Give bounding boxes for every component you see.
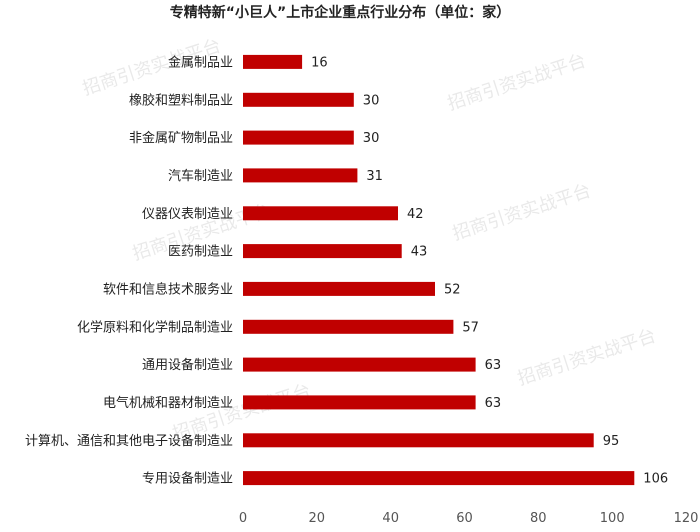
data-label: 42	[407, 207, 424, 222]
category-label: 计算机、通信和其他电子设备制造业	[25, 433, 233, 449]
x-tick-label: 0	[239, 511, 247, 526]
category-label: 电气机械和器材制造业	[103, 395, 233, 411]
category-label: 化学原料和化学制品制造业	[77, 319, 233, 335]
category-label: 金属制品业	[168, 54, 233, 70]
watermark-text: 招商引资实战平台	[515, 325, 658, 389]
category-label: 通用设备制造业	[142, 357, 233, 373]
category-label: 橡胶和塑料制品业	[129, 92, 233, 108]
category-label: 专用设备制造业	[142, 471, 233, 487]
bar	[243, 395, 476, 410]
bar	[243, 130, 354, 145]
bar	[243, 92, 354, 107]
data-label: 57	[462, 320, 479, 335]
data-label: 16	[311, 55, 328, 70]
data-label: 106	[643, 472, 668, 487]
bar	[243, 281, 435, 296]
x-tick-label: 120	[674, 511, 699, 526]
x-tick-label: 20	[309, 511, 326, 526]
data-label: 63	[485, 396, 502, 411]
category-label: 医药制造业	[168, 245, 233, 260]
data-label: 63	[485, 358, 502, 373]
bar	[243, 244, 402, 259]
x-tick-label: 100	[600, 511, 625, 526]
data-label: 30	[363, 131, 380, 146]
x-tick-label: 40	[382, 511, 399, 526]
data-label: 43	[411, 245, 428, 260]
chart-title: 专精特新“小巨人”上市企业重点行业分布（单位：家）	[170, 4, 510, 21]
watermark-text: 招商引资实战平台	[445, 50, 588, 114]
data-label: 30	[363, 93, 380, 108]
category-label: 仪器仪表制造业	[142, 207, 233, 222]
bar	[243, 206, 398, 221]
category-label: 汽车制造业	[168, 168, 233, 184]
x-tick-label: 80	[530, 511, 547, 526]
data-label: 31	[366, 169, 383, 184]
category-label: 软件和信息技术服务业	[103, 281, 233, 297]
bar	[243, 54, 303, 69]
data-label: 95	[603, 434, 620, 449]
category-label: 非金属矿物制品业	[129, 130, 233, 146]
bar	[243, 433, 594, 448]
x-tick-label: 60	[456, 511, 473, 526]
bar	[243, 168, 358, 183]
bar	[243, 319, 454, 334]
watermark-text: 招商引资实战平台	[450, 180, 593, 244]
data-label: 52	[444, 282, 461, 297]
bar	[243, 471, 635, 486]
bar	[243, 357, 476, 372]
plot-area: 金属制品业 16 橡胶和塑料制品业 30 非金属矿物制品业 30 汽车制造业 31 仪器仪表制造…	[25, 54, 698, 526]
